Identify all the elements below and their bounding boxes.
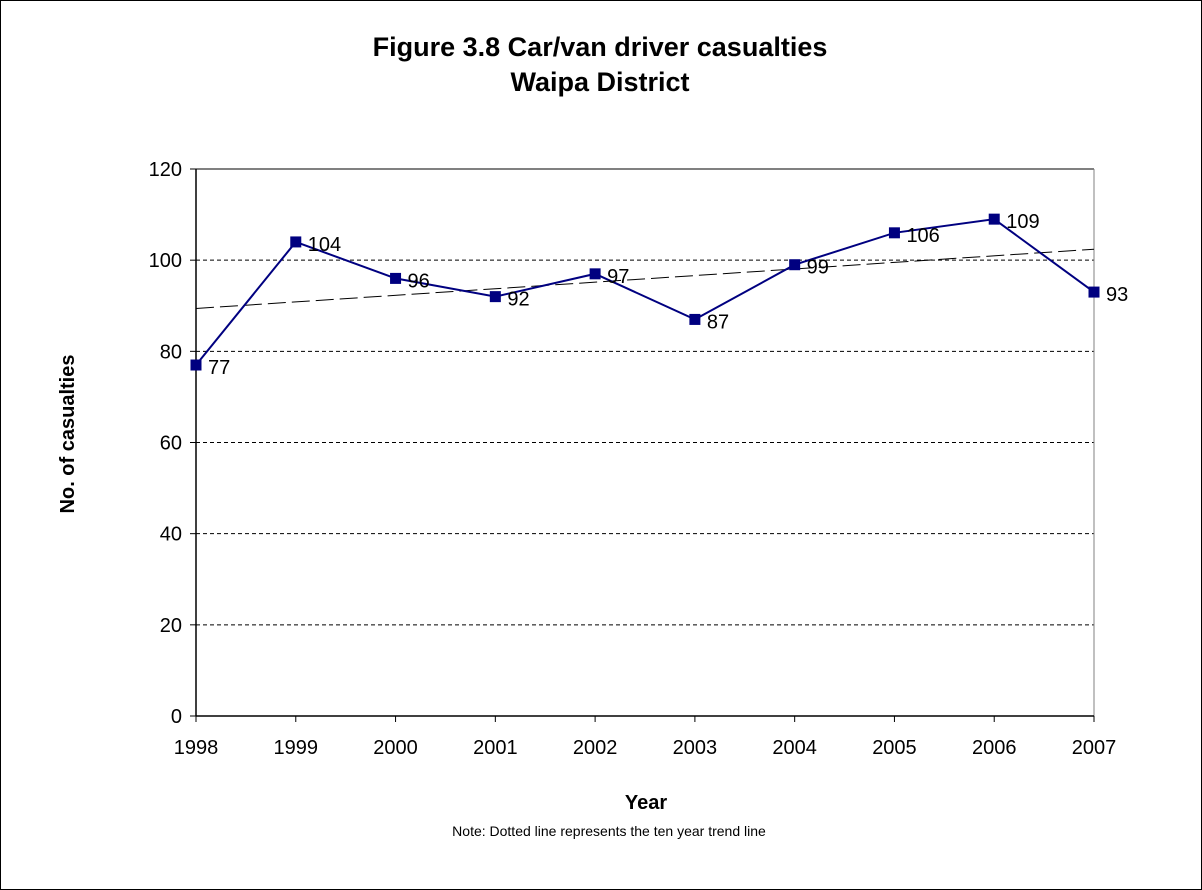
data-point-marker [888,227,900,239]
data-point-marker [988,213,1000,225]
x-tick-label: 2000 [373,737,418,759]
trend-line [195,248,1095,309]
data-point-marker [1088,286,1100,298]
x-tick-label: 1998 [174,737,219,759]
trend-line-group [195,248,1095,309]
chart-title-line1: Figure 3.8 Car/van driver casualties [372,32,828,62]
data-label: 99 [807,257,829,279]
series-group [190,213,1100,371]
data-point-marker [789,259,801,271]
series-line [195,218,1095,366]
data-point-marker [689,313,701,325]
x-tick-label: 2005 [872,737,917,759]
axes: 0 20 40 60 80 100 120 1998 1999 2000 2001 2002 2003 2… [149,159,1117,759]
chart-note: Note: Dotted line represents the ten yea… [452,823,766,839]
x-tick-label: 2002 [573,737,618,759]
data-point-marker [290,236,302,248]
y-tick-label: 100 [149,250,182,272]
data-label: 93 [1106,284,1128,306]
chart-title-line2: Waipa District [510,67,690,97]
data-label: 97 [607,266,629,288]
y-tick-label: 60 [160,433,182,455]
x-axis-title: Year [625,792,667,814]
data-label: 106 [906,225,939,247]
x-tick-label: 2003 [673,737,718,759]
y-tick-label: 80 [160,341,182,363]
y-tick-label: 120 [149,159,182,181]
data-point-marker [489,291,501,303]
data-point-marker [190,359,202,371]
data-label: 109 [1006,211,1039,233]
data-label: 104 [308,234,341,256]
data-label: 77 [208,357,230,379]
y-tick-label: 40 [160,524,182,546]
y-tick-label: 0 [171,706,182,728]
y-tick-label: 20 [160,615,182,637]
data-point-marker [390,272,402,284]
data-label: 87 [707,311,729,333]
data-label: 96 [408,270,430,292]
y-axis-title: No. of casualties [57,355,79,514]
data-point-marker [589,268,601,280]
x-tick-label: 1999 [274,737,319,759]
data-labels: 77 104 96 92 97 87 99 106 109 93 [208,211,1128,379]
x-tick-label: 2004 [772,737,817,759]
x-tick-label: 2007 [1072,737,1117,759]
x-tick-label: 2001 [473,737,518,759]
data-label: 92 [507,289,529,311]
x-tick-label: 2006 [972,737,1017,759]
chart-title: Figure 3.8 Car/van driver casualties Wai… [0,30,1200,100]
